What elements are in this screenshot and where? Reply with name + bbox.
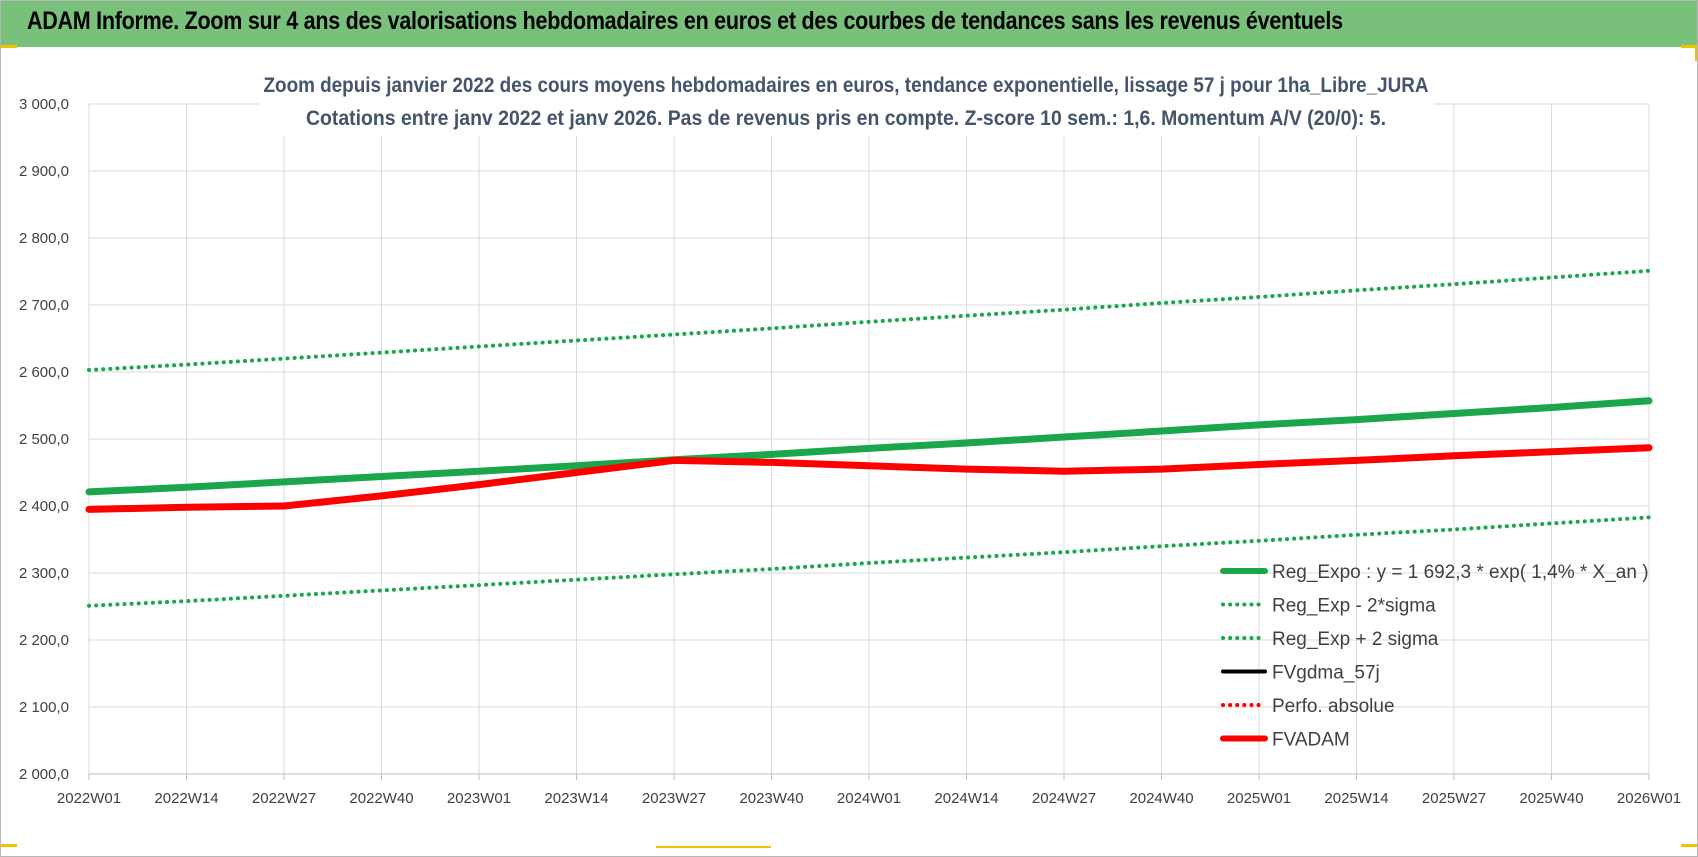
gridlines: [88, 103, 1650, 780]
x-tick-label: 2024W01: [837, 790, 901, 807]
x-tick-label: 2023W14: [544, 790, 608, 807]
y-tick-label: 2 200,0: [19, 632, 69, 649]
x-tick-label: 2025W40: [1519, 790, 1583, 807]
corner-marker-right: [1695, 45, 1697, 61]
legend-label-2: Reg_Exp + 2 sigma: [1272, 629, 1439, 650]
x-tick-label: 2023W01: [447, 790, 511, 807]
legend-label-0: Reg_Expo : y = 1 692,3 * exp( 1,4% * X_a…: [1272, 562, 1649, 583]
x-tick-label: 2025W01: [1227, 790, 1291, 807]
y-tick-label: 2 400,0: [19, 498, 69, 515]
x-axis-ticks: 2022W01 2022W14 2022W27 2022W40 2023W01 2023W…: [57, 790, 1681, 807]
report-banner: ADAM Informe. Zoom sur 4 ans des valoris…: [1, 1, 1697, 47]
series-line-2: [87, 268, 1651, 372]
series-line-1: [87, 515, 1651, 608]
x-tick-label: 2025W14: [1324, 790, 1388, 807]
x-tick-label: 2024W27: [1032, 790, 1096, 807]
series-line-0: [85, 397, 1653, 496]
y-tick-label: 2 800,0: [19, 230, 69, 247]
x-tick-label: 2024W14: [934, 790, 998, 807]
y-tick-label: 2 600,0: [19, 364, 69, 381]
corner-marker-top-left: [1, 45, 17, 48]
y-tick-label: 2 900,0: [19, 163, 69, 180]
legend-label-5: FVADAM: [1272, 730, 1350, 751]
y-tick-label: 2 700,0: [19, 297, 69, 314]
x-tick-label: 2022W01: [57, 790, 121, 807]
x-tick-label: 2024W40: [1129, 790, 1193, 807]
legend-label-1: Reg_Exp - 2*sigma: [1272, 596, 1436, 617]
x-tick-label: 2023W27: [642, 790, 706, 807]
corner-marker-bottom-center: [656, 846, 771, 848]
x-tick-label: 2023W40: [739, 790, 803, 807]
x-tick-label: 2022W40: [349, 790, 413, 807]
legend-label-4: Perfo. absolue: [1272, 696, 1395, 717]
y-tick-label: 2 300,0: [19, 565, 69, 582]
series-line-5: [85, 444, 1653, 513]
y-tick-label: 2 100,0: [19, 699, 69, 716]
x-tick-label: 2025W27: [1422, 790, 1486, 807]
chart-title: Zoom depuis janvier 2022 des cours moyen…: [264, 74, 1429, 97]
corner-marker-top-right: [1681, 45, 1697, 48]
report-banner-title: ADAM Informe. Zoom sur 4 ans des valoris…: [27, 7, 1343, 35]
corner-marker-bottom-left: [1, 844, 17, 847]
chart-legend: Reg_Expo : y = 1 692,3 * exp( 1,4% * X_a…: [1220, 562, 1649, 751]
y-tick-label: 2 000,0: [19, 766, 69, 783]
x-tick-label: 2022W27: [252, 790, 316, 807]
x-tick-label: 2022W14: [154, 790, 218, 807]
y-axis-ticks: 2 000,0 2 100,0 2 200,0 2 300,0 2 400,0 2 500…: [19, 96, 69, 783]
y-tick-label: 3 000,0: [19, 96, 69, 113]
chart-subtitle: Cotations entre janv 2022 et janv 2026. …: [306, 107, 1386, 130]
y-tick-label: 2 500,0: [19, 431, 69, 448]
x-tick-label: 2026W01: [1617, 790, 1681, 807]
corner-marker-bottom-right: [1681, 844, 1697, 847]
title-background: [259, 68, 1434, 136]
series-lines: [85, 268, 1653, 608]
legend-label-3: FVgdma_57j: [1272, 663, 1380, 684]
